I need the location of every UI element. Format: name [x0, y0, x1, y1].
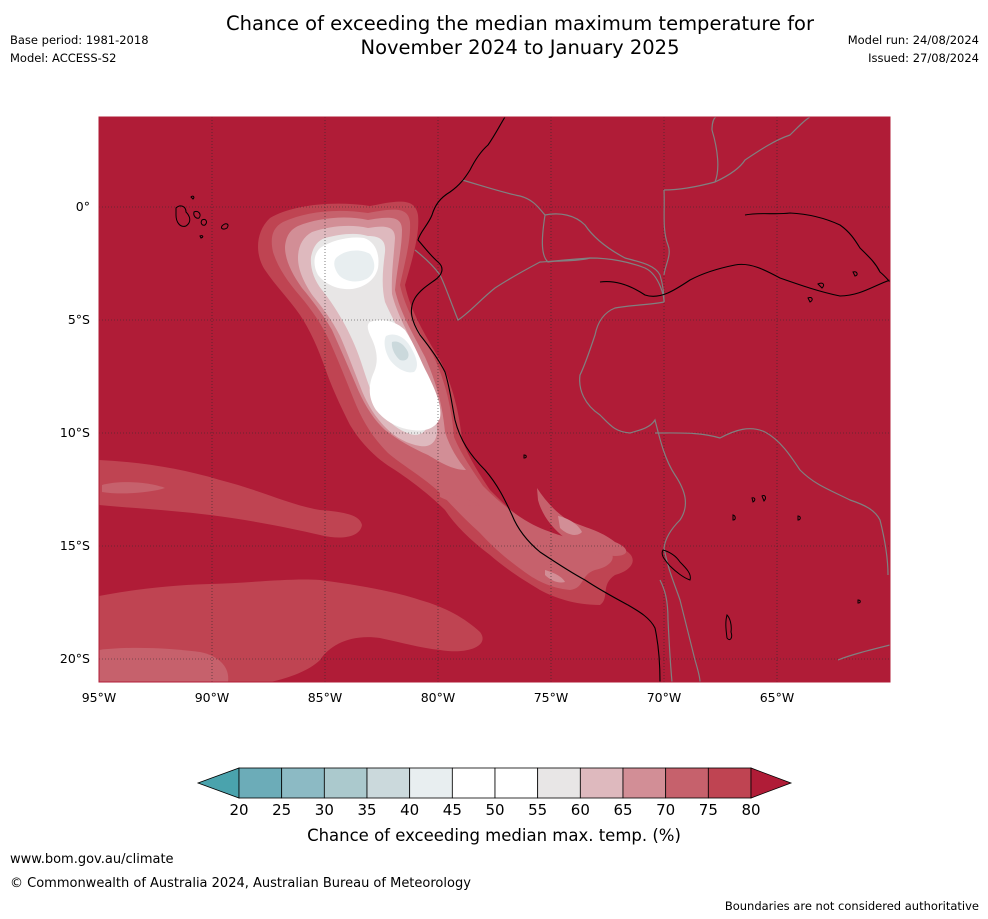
title-line-2: November 2024 to January 2025 — [360, 36, 680, 59]
website-url: www.bom.gov.au/climate — [10, 852, 174, 867]
coastline — [410, 117, 890, 682]
country-borders — [414, 117, 890, 682]
colorbar-segment — [281, 767, 325, 799]
graticule — [99, 117, 890, 682]
lon-label-95w: 95°W — [81, 690, 117, 705]
contour-65-lake-patch — [545, 570, 565, 583]
run-info-right: Model run: 24/08/2024 Issued: 27/08/2024 — [848, 31, 979, 67]
map-area — [99, 117, 890, 682]
islands — [175, 195, 861, 641]
map-frame — [98, 116, 891, 683]
colorbar-arrow-high — [750, 767, 793, 799]
lon-label-70w: 70°W — [646, 690, 682, 705]
colorbar-segment — [323, 767, 368, 799]
colorbar-tick-label: 70 — [656, 801, 676, 819]
colorbar-label: Chance of exceeding median max. temp. (%… — [307, 826, 681, 845]
lon-label-80w: 80°W — [420, 690, 456, 705]
issued-date: Issued: 27/08/2024 — [868, 51, 979, 65]
colorbar-tick-label: 45 — [442, 801, 462, 819]
map-title: Chance of exceeding the median maximum t… — [160, 12, 880, 60]
colorbar-tick-label: 60 — [570, 801, 590, 819]
colorbar-segment — [409, 767, 453, 799]
colorbar-segment — [238, 767, 283, 799]
colorbar-tick-label: 35 — [357, 801, 377, 819]
colorbar-tick-label: 65 — [613, 801, 633, 819]
boundaries-disclaimer: Boundaries are not considered authoritat… — [724, 899, 979, 913]
lat-label-0: 0° — [75, 199, 90, 214]
copyright-text: © Commonwealth of Australia 2024, Austra… — [10, 876, 471, 891]
colorbar-segment — [707, 767, 752, 799]
lat-label-10s: 10°S — [59, 425, 90, 440]
colorbar-segment — [579, 767, 624, 799]
lat-label-5s: 5°S — [67, 312, 90, 327]
colorbar-tick-label: 40 — [400, 801, 420, 819]
contour-70-coastal-patch — [440, 490, 480, 506]
colorbar — [196, 767, 793, 799]
colorbar-tick-label: 80 — [741, 801, 761, 819]
title-line-1: Chance of exceeding the median maximum t… — [225, 12, 815, 35]
contour-40-south — [391, 341, 409, 361]
colorbar-tick-label: 75 — [698, 801, 718, 819]
lat-label-20s: 20°S — [59, 651, 90, 666]
colorbar-segment — [622, 767, 667, 799]
colorbar-segment — [537, 767, 581, 799]
contour-70-southwest — [99, 647, 229, 682]
base-period: Base period: 1981-2018 — [10, 33, 149, 47]
colorbar-segment — [494, 767, 539, 799]
contour-65-andes-patch — [558, 516, 582, 535]
model-name: Model: ACCESS-S2 — [10, 51, 117, 65]
colorbar-tick-label: 25 — [272, 801, 292, 819]
lon-label-65w: 65°W — [759, 690, 795, 705]
lon-label-75w: 75°W — [533, 690, 569, 705]
colorbar-segment — [451, 767, 496, 799]
colorbar-segment — [665, 767, 709, 799]
contour-75-south — [99, 460, 362, 538]
lat-label-15s: 15°S — [59, 538, 90, 553]
colorbar-arrow-low — [196, 767, 240, 799]
colorbar-tick-label: 50 — [485, 801, 505, 819]
colorbar-tick-label: 30 — [314, 801, 334, 819]
contour-45-north — [334, 250, 375, 282]
model-run: Model run: 24/08/2024 — [847, 33, 979, 47]
colorbar-segment — [366, 767, 411, 799]
lon-label-85w: 85°W — [307, 690, 343, 705]
contour-70-ocean-patch — [102, 482, 165, 494]
colorbar-tick-label: 20 — [229, 801, 249, 819]
contour-70-andes-patch — [537, 488, 627, 556]
colorbar-tick-label: 55 — [528, 801, 548, 819]
lon-label-90w: 90°W — [194, 690, 230, 705]
run-info-left: Base period: 1981-2018 Model: ACCESS-S2 — [10, 31, 149, 67]
